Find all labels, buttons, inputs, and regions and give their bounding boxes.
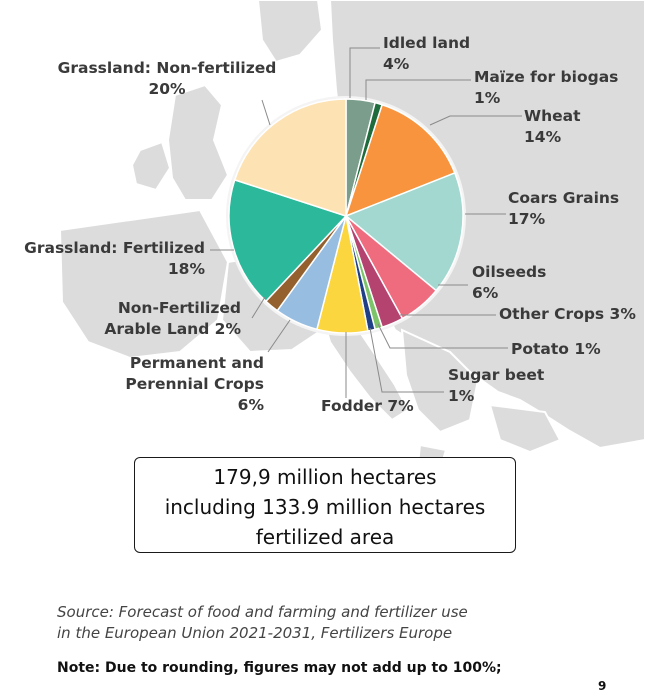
label-line: Non-Fertilized xyxy=(117,299,241,317)
summary-box: 179,9 million hectares including 133.9 m… xyxy=(134,457,516,553)
label-line: Idled land xyxy=(383,34,471,52)
leader-nonfert-arable xyxy=(251,296,266,319)
label-permanent-crops: Permanent and Perennial Crops 6% xyxy=(125,353,264,416)
label-idled-land: Idled land 4% xyxy=(383,33,470,75)
leader-grass-nonfert xyxy=(261,99,271,126)
label-line: Other Crops 3% xyxy=(499,305,636,323)
label-line: 6% xyxy=(237,396,264,414)
label-line: Sugar beet xyxy=(448,366,545,384)
label-line: Perennial Crops xyxy=(125,375,264,393)
leader-maize xyxy=(365,79,471,100)
label-coarse-grains: Coars Grains 17% xyxy=(508,188,619,230)
source-line: Source: Forecast of food and farming and… xyxy=(57,603,468,621)
label-grassland-nonfertilized: Grassland: Non-fertilized 20% xyxy=(42,58,292,100)
label-wheat: Wheat 14% xyxy=(524,106,581,148)
leader-potato xyxy=(377,323,508,349)
pie-slice-grass_fert xyxy=(228,178,348,303)
page-number: 9 xyxy=(598,679,607,693)
label-line: 1% xyxy=(448,387,475,405)
label-maize-biogas: Maïze for biogas 1% xyxy=(474,67,618,109)
label-fodder: Fodder 7% xyxy=(321,396,414,417)
label-line: Permanent and xyxy=(129,354,264,372)
summary-line: fertilized area xyxy=(255,525,395,549)
label-line: Grassland: Fertilized xyxy=(24,239,205,257)
label-line: Grassland: Non-fertilized xyxy=(57,59,277,77)
label-line: 14% xyxy=(524,128,562,146)
summary-line: 179,9 million hectares xyxy=(213,465,437,489)
label-other-crops: Other Crops 3% xyxy=(499,304,636,325)
label-line: Potato 1% xyxy=(511,340,601,358)
leader-wheat xyxy=(429,115,522,126)
pie-slice-wheat xyxy=(344,103,456,218)
rounding-note: Note: Due to rounding, figures may not a… xyxy=(57,660,502,676)
label-grassland-fertilized: Grassland: Fertilized 18% xyxy=(24,238,205,280)
label-nonfertilized-arable: Non-Fertilized Arable Land 2% xyxy=(104,298,241,340)
pie-slice-grass_nonfert xyxy=(233,98,347,218)
summary-line: including 133.9 million hectares xyxy=(164,495,486,519)
label-line: Wheat xyxy=(524,107,581,125)
label-line: Coars Grains xyxy=(508,189,620,207)
source-line: in the European Union 2021-2031, Fertili… xyxy=(57,624,453,642)
source-citation: Source: Forecast of food and farming and… xyxy=(57,602,468,644)
label-line: 17% xyxy=(508,210,546,228)
label-line: 1% xyxy=(474,89,501,107)
label-sugar-beet: Sugar beet 1% xyxy=(448,365,544,407)
label-line: 20% xyxy=(148,80,186,98)
label-line: 4% xyxy=(383,55,410,73)
leader-idled xyxy=(349,47,380,98)
label-line: 18% xyxy=(167,260,205,278)
label-line: Arable Land 2% xyxy=(104,320,241,338)
label-line: Fodder 7% xyxy=(321,397,414,415)
label-potato: Potato 1% xyxy=(511,339,601,360)
label-line: 6% xyxy=(472,284,499,302)
leader-permanent xyxy=(267,319,291,353)
pie-slice-coarse xyxy=(344,171,464,292)
label-line: Maïze for biogas xyxy=(474,68,619,86)
label-oilseeds: Oilseeds 6% xyxy=(472,262,546,304)
label-line: Oilseeds xyxy=(472,263,547,281)
leader-sugar xyxy=(369,327,444,393)
